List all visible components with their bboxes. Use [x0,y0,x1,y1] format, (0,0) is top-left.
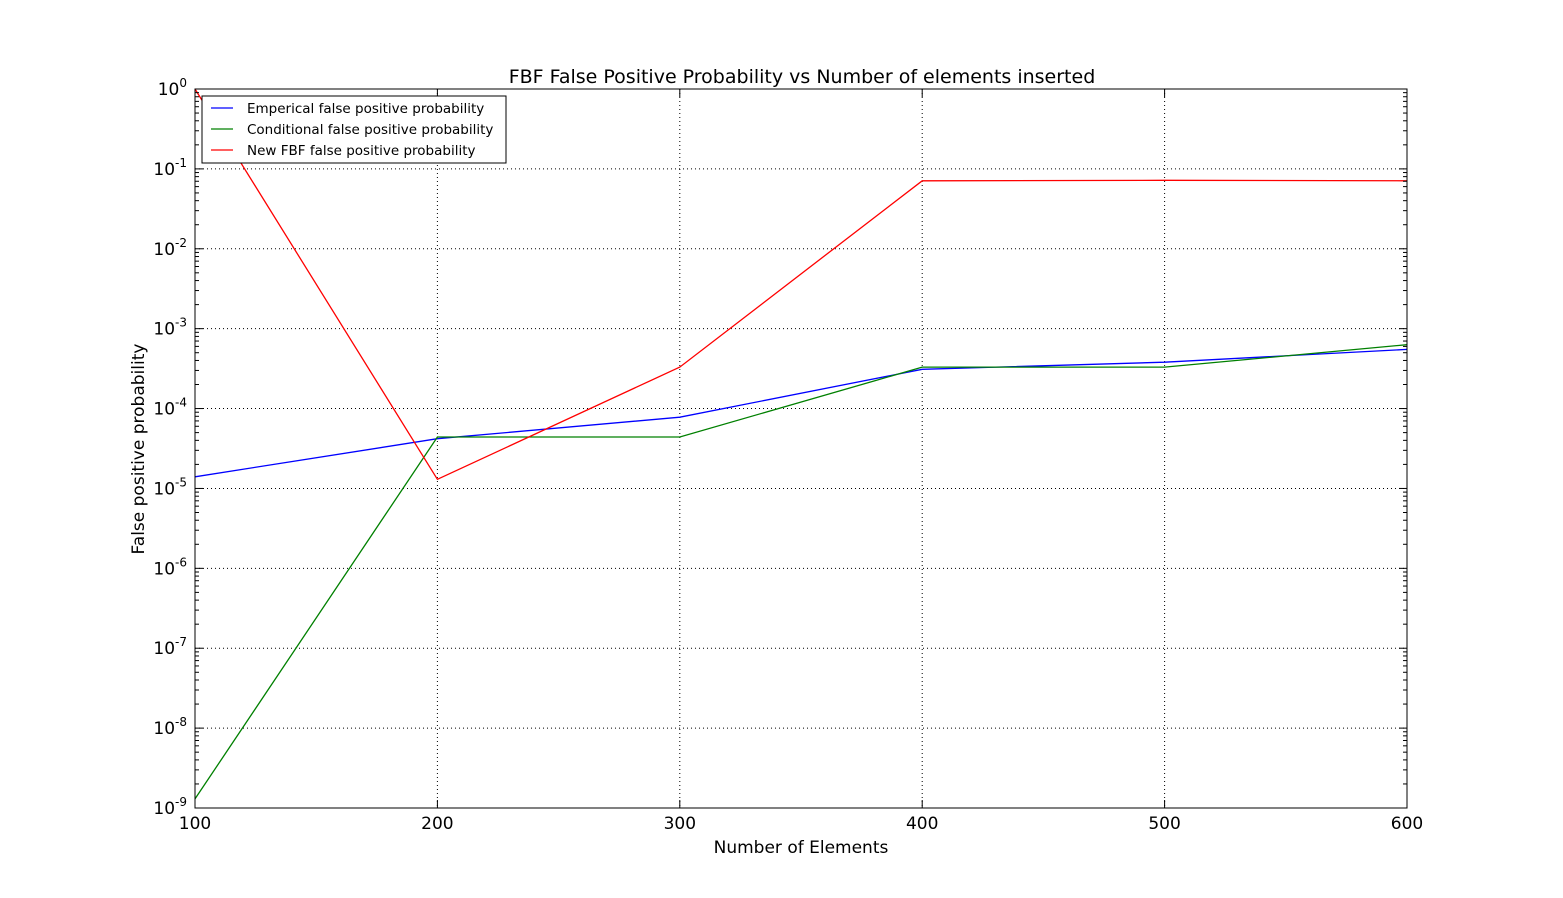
legend-entry: Conditional false positive probability [247,122,493,138]
y-tick-label: 10-3 [153,316,187,340]
y-tick-label: 100 [158,76,187,100]
x-axis-label: Number of Elements [714,838,889,858]
legend: Emperical false positive probability Cond… [201,95,507,164]
y-tick-label: 10-5 [153,475,187,499]
y-tick-label: 10-4 [153,396,187,420]
x-tick-label: 200 [421,814,453,834]
y-tick-label: 10-9 [153,795,187,819]
x-tick-label: 400 [906,814,938,834]
x-tick-label: 600 [1391,814,1423,834]
y-tick-label: 10-1 [153,156,187,180]
y-tick-label: 10-6 [153,555,187,579]
y-tick-label: 10-7 [153,635,187,659]
plot-series [194,88,1408,800]
y-axis-label: False positive probability [129,344,149,555]
x-tick-label: 100 [179,814,211,834]
x-tick-label: 500 [1148,814,1180,834]
legend-box [201,95,507,164]
series-line-2 [194,344,1408,800]
series-line-3 [194,88,1408,481]
y-tick-label: 10-8 [153,715,187,739]
plot-frame [194,88,1408,809]
y-tick-label: 10-2 [153,236,187,260]
legend-entry: New FBF false positive probability [247,143,476,159]
x-tick-label: 300 [664,814,696,834]
axis-ticks: 100 200 300 400 500 600 10-9 10-8 10-7 10-6 10-5 10… [153,76,1423,834]
legend-entry: Emperical false positive probability [247,101,484,117]
series-line-1 [194,348,1408,478]
chart-title: FBF False Positive Probability vs Number… [509,66,1096,88]
